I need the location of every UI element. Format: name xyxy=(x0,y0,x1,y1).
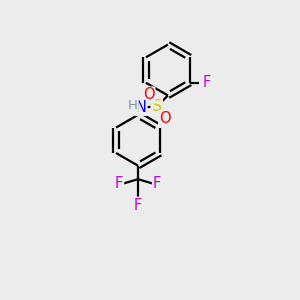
Text: O: O xyxy=(159,111,171,126)
Text: O: O xyxy=(143,88,154,103)
Text: F: F xyxy=(202,75,211,90)
Text: S: S xyxy=(152,99,162,114)
Text: F: F xyxy=(153,176,161,191)
Text: F: F xyxy=(115,176,123,191)
Text: H: H xyxy=(128,99,138,112)
Text: N: N xyxy=(136,100,146,115)
Text: F: F xyxy=(134,198,142,213)
